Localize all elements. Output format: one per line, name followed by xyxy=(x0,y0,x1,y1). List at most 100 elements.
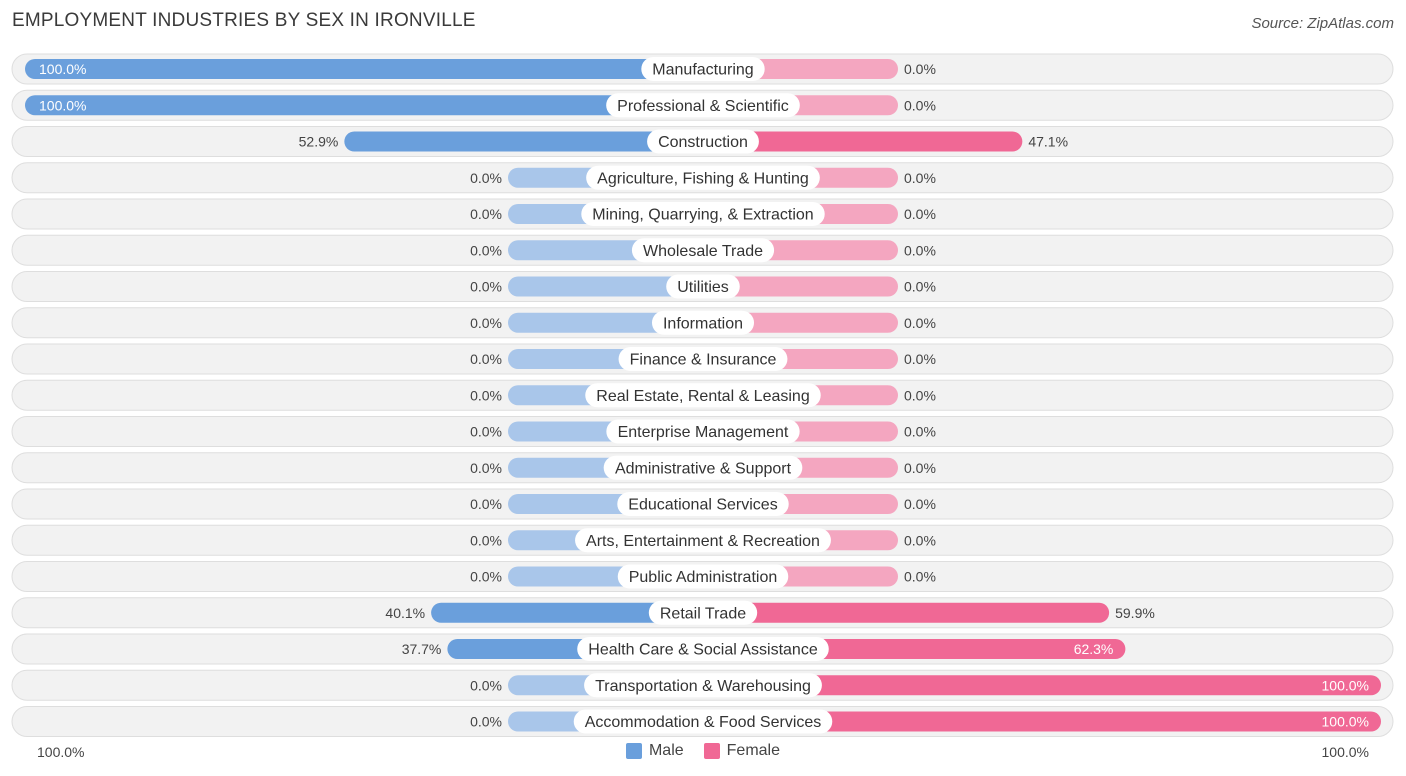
value-label-female: 0.0% xyxy=(904,242,936,258)
category-label-pill xyxy=(573,709,833,734)
category-label: Public Administration xyxy=(629,569,778,586)
value-label-male: 0.0% xyxy=(470,424,502,440)
value-label-male: 0.0% xyxy=(470,496,502,512)
value-label-female: 0.0% xyxy=(904,315,936,331)
value-label-female: 47.1% xyxy=(1028,134,1068,150)
value-label-male: 0.0% xyxy=(470,677,502,693)
bar-row: Administrative & Support 0.0% 0.0% xyxy=(11,452,1394,484)
category-label: Manufacturing xyxy=(652,62,753,79)
bar-row: Agriculture, Fishing & Hunting 0.0% 0.0% xyxy=(11,162,1394,194)
category-label: Utilities xyxy=(677,279,729,296)
bar-male[interactable] xyxy=(344,131,703,152)
category-label: Administrative & Support xyxy=(615,460,792,477)
value-label-female: 0.0% xyxy=(904,170,936,186)
value-label-male: 37.7% xyxy=(402,641,442,657)
bar-row: Transportation & Warehousing 0.0% 100.0% xyxy=(11,669,1394,701)
legend: Male Female xyxy=(0,742,1406,760)
bar-female[interactable] xyxy=(703,711,1381,732)
category-label-pill xyxy=(581,202,825,226)
category-label-pill xyxy=(641,57,765,81)
category-label-pill xyxy=(617,492,789,516)
chart-title: EMPLOYMENT INDUSTRIES BY SEX IN IRONVILL… xyxy=(12,10,476,31)
category-label-pill xyxy=(618,347,788,371)
value-label-female: 0.0% xyxy=(904,351,936,367)
category-label-pill xyxy=(647,129,759,154)
bar-row: Information 0.0% 0.0% xyxy=(11,307,1394,339)
value-label-female: 0.0% xyxy=(904,206,936,222)
legend-label-male: Male xyxy=(648,742,684,759)
category-label: Professional & Scientific xyxy=(617,98,789,115)
bar-row: Real Estate, Rental & Leasing 0.0% 0.0% xyxy=(11,379,1394,411)
category-label: Finance & Insurance xyxy=(630,352,777,369)
value-label-male: 0.0% xyxy=(470,206,502,222)
bar-row: Arts, Entertainment & Recreation 0.0% 0.0% xyxy=(11,524,1394,556)
category-label-pill xyxy=(631,238,775,263)
bar-male[interactable] xyxy=(508,276,703,297)
value-label-male: 100.0% xyxy=(39,97,86,113)
category-label-pill xyxy=(603,455,803,480)
value-label-female: 100.0% xyxy=(1322,714,1369,730)
value-label-male: 0.0% xyxy=(470,460,502,476)
category-label-pill xyxy=(585,383,821,408)
value-label-female: 0.0% xyxy=(904,424,936,440)
category-label-pill xyxy=(651,310,755,335)
axis-label-left: 100.0% xyxy=(37,744,85,760)
legend-label-female: Female xyxy=(726,742,781,759)
bar-female[interactable] xyxy=(703,131,1023,152)
bar-male[interactable] xyxy=(431,602,703,623)
legend-item-male[interactable]: Male xyxy=(625,742,684,760)
category-label: Arts, Entertainment & Recreation xyxy=(586,533,820,550)
category-label: Construction xyxy=(658,134,748,151)
category-label-pill xyxy=(584,673,822,698)
axis-label-right: 100.0% xyxy=(1321,744,1369,760)
bar-male[interactable] xyxy=(25,95,703,116)
value-label-female: 0.0% xyxy=(904,532,936,548)
value-label-female: 0.0% xyxy=(904,97,936,113)
value-label-male: 0.0% xyxy=(470,315,502,331)
category-label-pill xyxy=(666,274,740,299)
category-label-pill xyxy=(577,637,829,661)
category-label: Educational Services xyxy=(628,497,777,514)
value-label-female: 0.0% xyxy=(904,569,936,585)
category-label: Real Estate, Rental & Leasing xyxy=(596,388,809,405)
category-label: Wholesale Trade xyxy=(643,243,763,260)
bar-row: Manufacturing 100.0% 0.0% xyxy=(11,53,1394,85)
bar-row: Educational Services 0.0% 0.0% xyxy=(11,488,1394,520)
category-label-pill xyxy=(606,93,800,118)
value-label-male: 0.0% xyxy=(470,351,502,367)
category-label: Mining, Quarrying, & Extraction xyxy=(592,207,813,224)
value-label-female: 0.0% xyxy=(904,279,936,295)
bar-row: Finance & Insurance 0.0% 0.0% xyxy=(11,343,1394,375)
value-label-female: 100.0% xyxy=(1322,677,1369,693)
bar-row: Mining, Quarrying, & Extraction 0.0% 0.0% xyxy=(11,198,1394,230)
value-label-male: 0.0% xyxy=(470,569,502,585)
value-label-female: 62.3% xyxy=(1074,641,1114,657)
value-label-male: 0.0% xyxy=(470,714,502,730)
bar-female[interactable] xyxy=(703,276,898,297)
value-label-female: 59.9% xyxy=(1115,605,1155,621)
bar-female[interactable] xyxy=(703,675,1381,696)
value-label-male: 52.9% xyxy=(299,134,339,150)
value-label-male: 0.0% xyxy=(470,279,502,295)
source-label: Source: ZipAtlas.com xyxy=(1251,15,1394,32)
category-label: Enterprise Management xyxy=(618,424,789,441)
value-label-male: 40.1% xyxy=(385,605,425,621)
legend-swatch-male xyxy=(625,743,642,759)
bar-row: Public Administration 0.0% 0.0% xyxy=(11,561,1394,592)
legend-item-female[interactable]: Female xyxy=(703,742,781,760)
bar-row: Accommodation & Food Services 0.0% 100.0% xyxy=(11,706,1394,737)
category-label: Transportation & Warehousing xyxy=(595,678,811,695)
value-label-female: 0.0% xyxy=(904,61,936,77)
value-label-female: 0.0% xyxy=(904,460,936,476)
category-label-pill xyxy=(575,528,831,553)
category-label-pill xyxy=(586,165,820,190)
category-label-pill xyxy=(648,600,758,625)
value-label-female: 0.0% xyxy=(904,496,936,512)
bar-female[interactable] xyxy=(703,602,1110,623)
category-label-pill xyxy=(617,564,789,589)
bar-row: Utilities 0.0% 0.0% xyxy=(11,271,1394,302)
value-label-male: 0.0% xyxy=(470,532,502,548)
value-label-male: 100.0% xyxy=(39,61,86,77)
bar-male[interactable] xyxy=(25,59,703,79)
